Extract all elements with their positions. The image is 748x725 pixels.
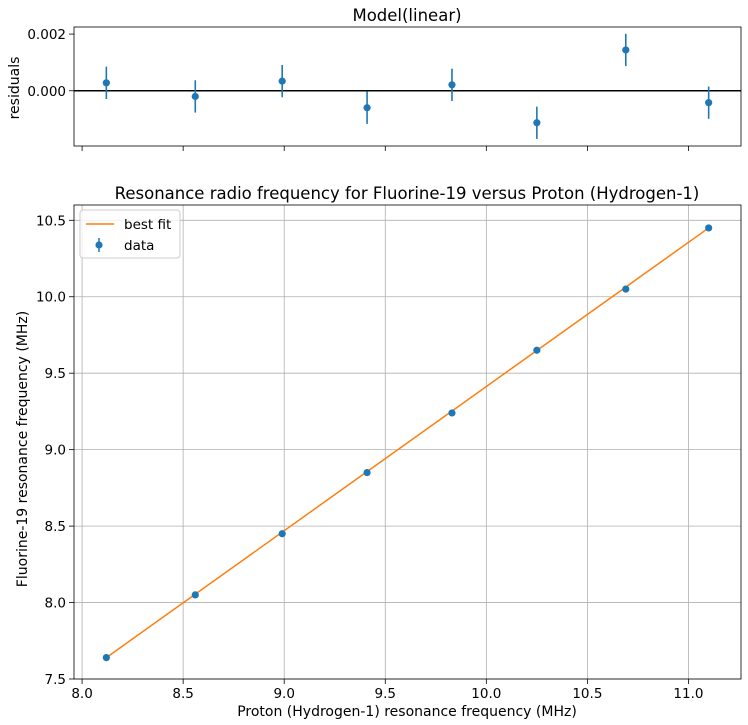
residuals-panel: Model(linear) residuals 0.000 0.002 (7, 6, 742, 151)
main-panel: Resonance radio frequency for Fluorine-1… (15, 184, 742, 720)
x-tick-label: 9.5 (375, 686, 396, 702)
legend-box (79, 209, 181, 259)
x-tick-label: 8.5 (172, 686, 193, 702)
y-tick-label: 8.0 (45, 596, 66, 612)
main-x-ticks: 8.0 8.5 9.0 9.5 10.0 10.5 11.0 (71, 679, 703, 702)
residual-point (622, 46, 630, 54)
data-points (102, 224, 713, 662)
residual-point (191, 92, 199, 101)
y-tick-label: 9.5 (45, 366, 66, 382)
x-tick-label: 9.0 (273, 686, 294, 702)
data-point (363, 468, 371, 477)
best-fit-line (105, 227, 710, 659)
x-tick-label: 8.0 (71, 686, 92, 702)
residual-point (278, 77, 286, 85)
data-point (278, 530, 286, 538)
x-tick-label: 10.5 (572, 686, 602, 702)
data-point (533, 346, 541, 354)
residuals-y-ticks: 0.000 0.002 (27, 27, 74, 100)
legend-data-marker (95, 241, 103, 249)
y-tick-label: 10.5 (36, 213, 66, 229)
residuals-y-tick-label: 0.002 (27, 27, 66, 43)
main-chart-title: Resonance radio frequency for Fluorine-1… (115, 184, 700, 203)
residual-point (102, 79, 110, 87)
data-point (191, 591, 199, 599)
y-tick-label: 9.0 (45, 443, 66, 459)
main-plot-frame (73, 204, 742, 680)
residual-point (448, 81, 456, 89)
y-tick-label: 10.0 (36, 290, 66, 306)
residual-point (533, 119, 541, 127)
legend: best fit data (79, 209, 181, 259)
residual-point (363, 104, 371, 112)
y-tick-label: 8.5 (45, 519, 66, 535)
residuals-y-tick-label: 0.000 (27, 84, 66, 100)
main-y-axis-label: Fluorine-19 resonance frequency (MHz) (15, 311, 31, 587)
y-tick-label: 7.5 (45, 672, 66, 688)
legend-data-label: data (124, 238, 154, 254)
legend-best-fit-label: best fit (124, 217, 171, 233)
residuals-points (102, 33, 713, 139)
residual-point (705, 99, 713, 107)
data-point (102, 653, 110, 662)
residuals-plot-frame (73, 26, 742, 147)
data-point (705, 224, 713, 232)
residuals-x-ticks (81, 146, 689, 151)
data-point (448, 409, 456, 417)
data-point (622, 285, 630, 293)
main-y-ticks: 7.5 8.0 8.5 9.0 9.5 10.0 10.5 (36, 213, 74, 688)
main-x-axis-label: Proton (Hydrogen-1) resonance frequency … (237, 704, 577, 720)
residuals-chart-title: Model(linear) (352, 6, 461, 25)
x-tick-label: 11.0 (673, 686, 703, 702)
residuals-y-axis-label: residuals (7, 57, 23, 120)
x-tick-label: 10.0 (471, 686, 501, 702)
